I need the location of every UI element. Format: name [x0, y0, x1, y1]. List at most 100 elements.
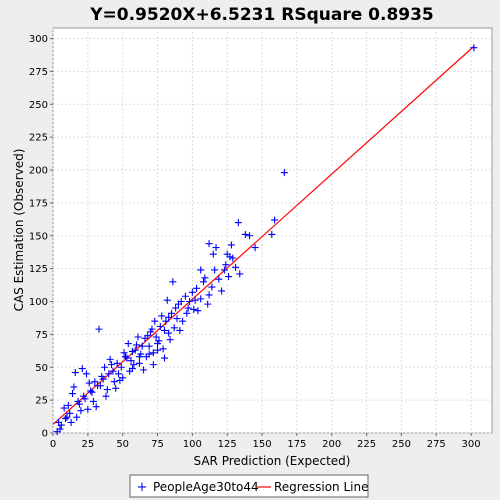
x-tick-label: 100 — [183, 439, 202, 450]
scatter-point — [137, 350, 145, 358]
scatter-point — [99, 375, 107, 383]
scatter-point — [102, 392, 110, 400]
scatter-point — [271, 216, 279, 224]
scatter-point — [268, 230, 276, 238]
scatter-point — [63, 413, 71, 421]
scatter-point — [190, 305, 198, 313]
scatter-point — [200, 278, 208, 286]
scatter-point — [280, 169, 288, 177]
scatter-point — [223, 250, 231, 258]
scatter-point — [123, 354, 131, 362]
scatter-point — [167, 309, 175, 317]
y-tick-label: 150 — [29, 231, 48, 242]
y-tick-label: 275 — [29, 67, 48, 78]
legend: + PeopleAge30to44 Regression Line — [129, 474, 369, 498]
y-tick-label: 25 — [35, 396, 48, 407]
y-tick-label: 0 — [42, 429, 48, 440]
scatter-point — [112, 384, 120, 392]
scatter-point — [103, 386, 111, 394]
regression-layer — [52, 45, 475, 425]
x-tick-label: 175 — [287, 439, 306, 450]
scatter-point — [124, 340, 132, 348]
y-tick-label: 200 — [29, 166, 48, 177]
scatter-point — [109, 367, 117, 375]
scatter-point — [201, 274, 209, 282]
scatter-point — [208, 283, 216, 291]
scatter-point — [89, 397, 97, 405]
x-tick-label: 300 — [462, 439, 481, 450]
scatter-point — [222, 261, 230, 269]
scatter-point — [165, 329, 173, 337]
scatter-point — [91, 378, 99, 386]
scatter-point — [236, 270, 244, 278]
scatter-point — [101, 363, 109, 371]
scatter-point — [165, 313, 173, 321]
y-tick-label: 175 — [29, 198, 48, 209]
scatter-point — [205, 291, 213, 299]
scatter-point — [149, 349, 157, 357]
y-tick-label: 100 — [29, 297, 48, 308]
scatter-point — [133, 341, 141, 349]
legend-label-regression: Regression Line — [274, 480, 368, 494]
scatter-point — [135, 359, 143, 367]
scatter-point — [183, 309, 191, 317]
scatter-point — [211, 266, 219, 274]
scatter-point — [108, 361, 116, 369]
scatter-point — [154, 346, 162, 354]
scatter-point — [159, 345, 167, 353]
points-layer — [53, 44, 478, 436]
x-tick-label: 75 — [151, 439, 164, 450]
x-tick-label: 225 — [357, 439, 376, 450]
scatter-point — [55, 418, 63, 426]
scatter-point — [121, 353, 129, 361]
scatter-point — [158, 312, 166, 320]
scatter-point — [170, 324, 178, 332]
scatter-point — [145, 350, 153, 358]
scatter-point — [166, 336, 174, 344]
scatter-point — [113, 359, 121, 367]
scatter-point — [66, 409, 74, 417]
legend-label-scatter: PeopleAge30to44 — [153, 480, 259, 494]
scatter-point — [177, 298, 185, 306]
scatter-point — [87, 387, 95, 395]
scatter-point — [130, 361, 138, 369]
scatter-point — [218, 287, 226, 295]
scatter-point — [84, 405, 92, 413]
scatter-point — [64, 401, 72, 409]
scatter-point — [144, 332, 152, 340]
x-tick-label: 200 — [322, 439, 341, 450]
scatter-point — [145, 342, 153, 350]
scatter-point — [163, 296, 171, 304]
scatter-point — [234, 219, 242, 227]
scatter-point — [215, 275, 223, 283]
scatter-point — [155, 337, 163, 345]
scatter-point — [115, 370, 123, 378]
scatter-point — [92, 403, 100, 411]
x-tick-label: 0 — [50, 439, 56, 450]
scatter-point — [184, 304, 192, 312]
scatter-point — [176, 326, 184, 334]
legend-scatter-marker: + — [137, 480, 148, 495]
scatter-point — [197, 295, 205, 303]
y-tick-label: 125 — [29, 264, 48, 275]
scatter-point — [85, 379, 93, 387]
scatter-point — [156, 322, 164, 330]
scatter-point — [212, 244, 220, 252]
x-tick-label: 25 — [81, 439, 94, 450]
scatter-point — [191, 296, 199, 304]
y-axis-label: CAS Estimation (Observed) — [12, 149, 26, 312]
scatter-point — [172, 304, 180, 312]
scatter-point — [117, 363, 125, 371]
axis-ticks: 0 25 50 75 100 125 150 175 200 225 250 275 300 0 25 50 7… — [29, 34, 481, 450]
y-tick-label: 50 — [35, 363, 48, 374]
y-tick-label: 75 — [35, 330, 48, 341]
scatter-point — [81, 395, 89, 403]
scatter-point — [77, 407, 85, 415]
scatter-point — [78, 365, 86, 373]
scatter-point — [204, 300, 212, 308]
scatter-point — [470, 44, 478, 52]
scatter-point — [106, 355, 114, 363]
scatter-point — [160, 326, 168, 334]
chart-title: Y=0.9520X+6.5231 RSquare 0.8935 — [89, 5, 434, 25]
scatter-point — [181, 292, 189, 300]
